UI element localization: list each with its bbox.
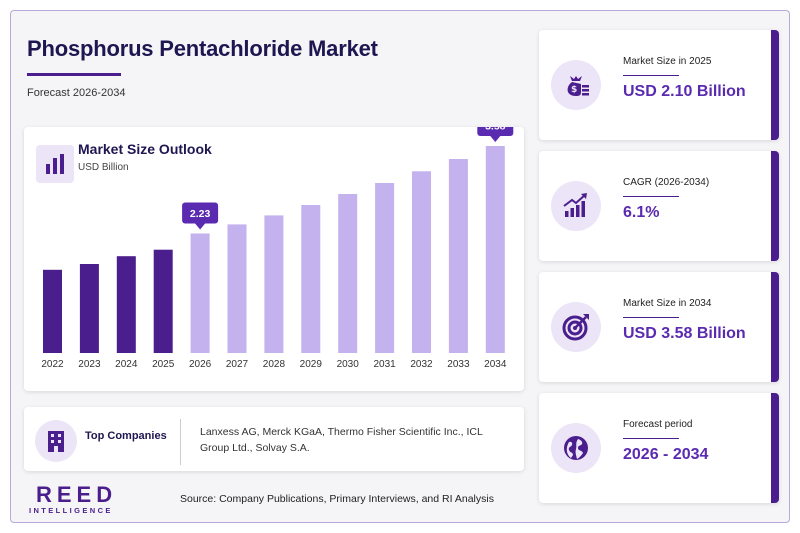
stat-divider: [623, 196, 679, 197]
stat-card-forecast-period: Forecast period 2026 - 2034: [539, 393, 779, 503]
card-accent-edge: [771, 151, 779, 261]
building-icon: [35, 420, 77, 462]
stat-divider: [623, 317, 679, 318]
x-tick-label: 2022: [41, 359, 64, 370]
card-accent-edge: [771, 272, 779, 382]
bar-2029: [301, 205, 321, 353]
stat-label: Market Size in 2025: [623, 56, 712, 67]
bar-chart-icon: [36, 145, 74, 183]
stat-card-cagr: CAGR (2026-2034) 6.1%: [539, 151, 779, 261]
x-tick-label: 2025: [152, 359, 175, 370]
page-title: Phosphorus Pentachloride Market: [27, 36, 378, 61]
stat-divider: [623, 75, 679, 76]
source-note: Source: Company Publications, Primary In…: [180, 493, 494, 505]
chart-unit-label: USD Billion: [78, 162, 129, 173]
bar-2022: [43, 269, 62, 353]
svg-text:$: $: [571, 85, 577, 95]
stat-card-market-size-2025: $ Market Size in 2025 USD 2.10 Billion: [539, 30, 779, 140]
growth-chart-icon: [551, 181, 601, 231]
bar-2023: [79, 264, 99, 353]
bar-2028: [264, 215, 284, 353]
bar-2024: [116, 256, 136, 353]
x-tick-label: 2027: [226, 359, 249, 370]
stat-card-market-size-2034: Market Size in 2034 USD 3.58 Billion: [539, 272, 779, 382]
x-tick-label: 2029: [300, 359, 323, 370]
card-accent-edge: [771, 393, 779, 503]
companies-card: [24, 407, 524, 471]
x-tick-label: 2032: [410, 359, 433, 370]
money-bag-icon: $: [551, 60, 601, 110]
market-size-chart: 2022 2023 2024 2025 2026 2.23 2027 2028 2029 2030…: [41, 127, 514, 370]
bar-2032: [412, 171, 431, 353]
top-companies-label: Top Companies: [85, 430, 167, 442]
stat-label: Market Size in 2034: [623, 298, 712, 309]
stat-label: CAGR (2026-2034): [623, 177, 710, 188]
bar-2026: [190, 233, 210, 353]
chart-title: Market Size Outlook: [78, 141, 212, 157]
bar-2031: [375, 183, 395, 353]
bar-2025: [153, 249, 173, 353]
x-tick-label: 2030: [337, 359, 360, 370]
bar-2027: [227, 224, 247, 353]
x-tick-label: 2026: [189, 359, 212, 370]
stat-label: Forecast period: [623, 419, 693, 430]
data-label: 2.23: [190, 208, 211, 220]
stat-divider: [623, 438, 679, 439]
value-callout: [182, 202, 219, 224]
bar-2030: [338, 194, 358, 353]
x-tick-label: 2023: [78, 359, 101, 370]
page-subtitle: Forecast 2026-2034: [27, 87, 126, 99]
x-tick-label: 2028: [263, 359, 286, 370]
card-accent-edge: [771, 30, 779, 140]
value-callout-pointer: [195, 223, 206, 230]
stat-value: 2026 - 2034: [623, 446, 709, 463]
top-companies-list: Lanxess AG, Merck KGaA, Thermo Fisher Sc…: [200, 426, 483, 454]
brand-logo-subtitle: INTELLIGENCE: [29, 506, 113, 515]
stat-value: USD 3.58 Billion: [623, 325, 746, 342]
x-tick-label: 2033: [447, 359, 470, 370]
bar-2034: [485, 146, 505, 353]
value-callout: [477, 127, 514, 136]
value-callout-pointer: [490, 136, 501, 143]
companies-divider: [180, 419, 181, 465]
data-label: 3.58: [485, 127, 506, 133]
x-tick-label: 2034: [484, 359, 507, 370]
x-tick-label: 2031: [373, 359, 396, 370]
bar-2033: [448, 159, 468, 353]
target-icon: [551, 302, 601, 352]
brand-logo: REED: [36, 482, 118, 507]
stat-value: 6.1%: [623, 204, 660, 221]
x-tick-label: 2024: [115, 359, 138, 370]
globe-icon: [551, 423, 601, 473]
stat-value: USD 2.10 Billion: [623, 83, 746, 100]
title-underline: [27, 73, 121, 76]
